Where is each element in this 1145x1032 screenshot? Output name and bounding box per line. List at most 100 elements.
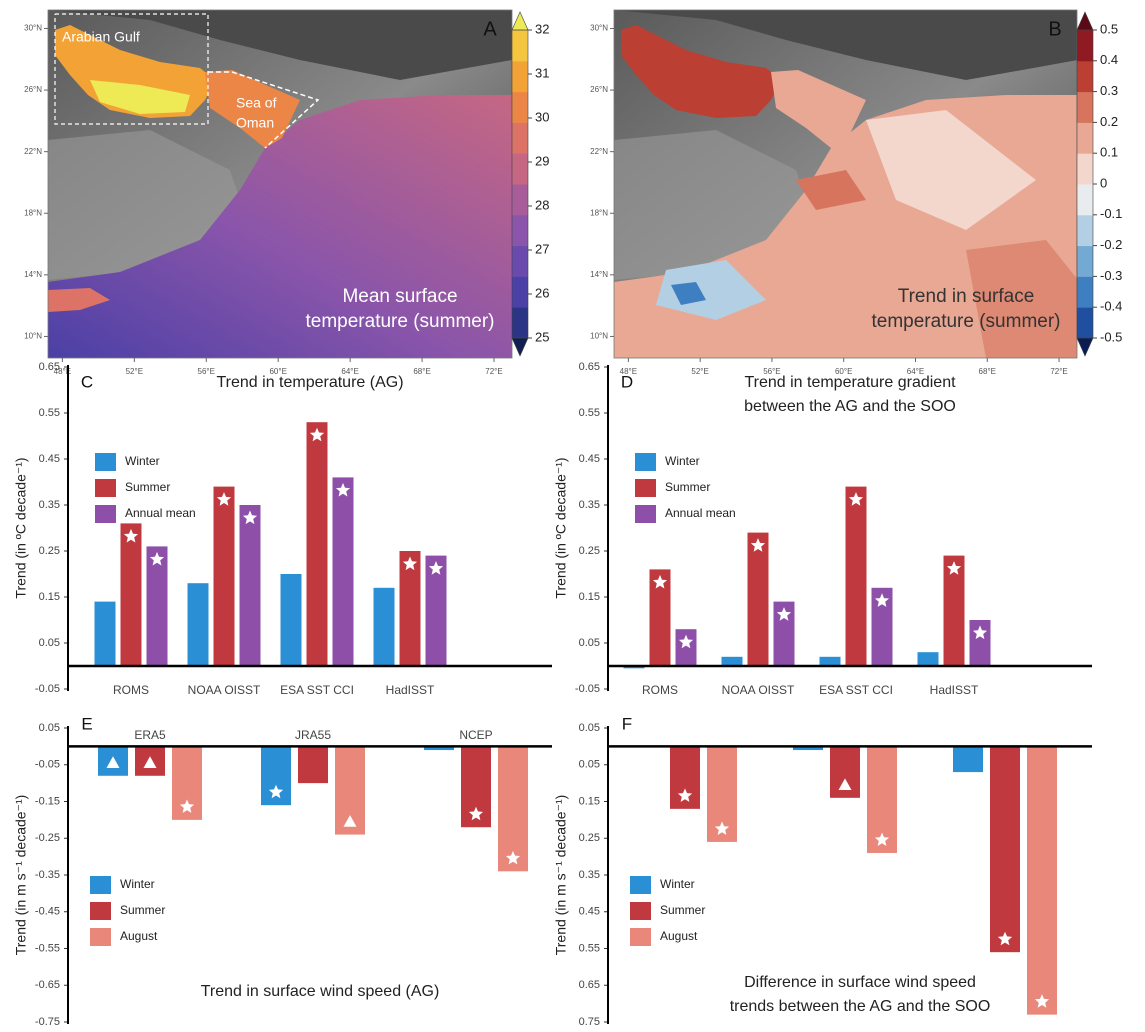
bar	[670, 746, 700, 808]
y-tick-label: 0.75	[579, 1016, 600, 1028]
y-axis-label: Trend (in ºC decade⁻¹)	[553, 457, 569, 598]
y-tick-label: 0.35	[579, 869, 600, 881]
y-tick-label: 0.05	[579, 759, 600, 771]
y-tick-label: 26°N	[590, 85, 608, 94]
y-tick-label: 14°N	[590, 270, 608, 279]
legend-swatch	[630, 902, 651, 920]
colorbar-segment	[512, 215, 528, 246]
colorbar-tick-label: -0.1	[1100, 206, 1122, 221]
figure: Arabian GulfSea ofOmanMean surfacetemper…	[0, 0, 1145, 1032]
y-tick-label: 0.65	[39, 361, 60, 373]
bar	[953, 746, 983, 772]
panel-label: A	[483, 18, 497, 40]
bar	[1027, 746, 1057, 1014]
y-tick-label: -0.15	[35, 795, 60, 807]
y-tick-label: 30°N	[24, 24, 42, 33]
y-tick-label: 0.35	[39, 499, 60, 511]
y-tick-label: -0.35	[35, 869, 60, 881]
y-tick-label: 18°N	[590, 208, 608, 217]
chart-title: Trend in temperature (AG)	[216, 374, 403, 391]
map-annotation: temperature (summer)	[306, 311, 495, 332]
y-tick-label: 0.05	[579, 722, 600, 734]
y-tick-label: -0.05	[35, 759, 60, 771]
colorbar-segment	[1077, 92, 1093, 123]
colorbar-tick-label: 0.1	[1100, 145, 1118, 160]
colorbar-tick-label: 32	[535, 21, 549, 36]
y-tick-label: -0.45	[35, 906, 60, 918]
colorbar-tick-label: 0.2	[1100, 114, 1118, 129]
x-tick-label: NCEP	[459, 728, 492, 742]
colorbar-tick-label: 0.5	[1100, 21, 1118, 36]
panel-label: F	[622, 714, 632, 733]
bar	[846, 487, 867, 666]
y-tick-label: 0.15	[579, 795, 600, 807]
colorbar-segment	[512, 153, 528, 184]
colorbar-segment	[512, 276, 528, 307]
y-tick-label: 26°N	[24, 85, 42, 94]
colorbar-tick-label: 31	[535, 65, 549, 80]
y-tick-label: 0.55	[39, 407, 60, 419]
legend-swatch	[90, 928, 111, 946]
map-annotation: Trend in surface	[898, 286, 1035, 307]
legend-label: Winter	[665, 454, 700, 468]
y-tick-label: 0.15	[39, 591, 60, 603]
y-tick-label: 22°N	[590, 147, 608, 156]
bar	[426, 556, 447, 666]
colorbar-segment	[1077, 215, 1093, 246]
legend-label: August	[660, 929, 698, 943]
y-tick-label: 0.45	[579, 906, 600, 918]
y-tick-label: 0.45	[579, 453, 600, 465]
colorbar-extend	[1077, 338, 1093, 356]
legend-swatch	[630, 928, 651, 946]
x-tick-label: HadISST	[930, 683, 979, 697]
x-tick-label: 52°E	[126, 367, 143, 376]
y-tick-label: 10°N	[24, 332, 42, 341]
legend-swatch	[635, 453, 656, 471]
bar	[147, 546, 168, 666]
y-tick-label: 0.65	[579, 361, 600, 373]
colorbar-tick-label: 29	[535, 153, 549, 168]
colorbar-segment	[1077, 184, 1093, 215]
bar	[214, 487, 235, 666]
colorbar-segment	[512, 61, 528, 92]
chart-title: Trend in temperature gradient	[744, 374, 956, 391]
map-annotation: Oman	[236, 115, 274, 131]
y-tick-label: 0.25	[579, 832, 600, 844]
colorbar-tick-label: 26	[535, 285, 549, 300]
colorbar-segment	[1077, 122, 1093, 153]
colorbar-tick-label: 25	[535, 329, 549, 344]
y-tick-label: 30°N	[590, 24, 608, 33]
x-tick-label: ESA SST CCI	[280, 683, 354, 697]
panel-label: D	[621, 372, 633, 391]
colorbar-segment	[512, 246, 528, 277]
y-tick-label: 22°N	[24, 147, 42, 156]
x-tick-label: 72°E	[1050, 367, 1067, 376]
y-tick-label: 0.25	[579, 545, 600, 557]
bar	[944, 556, 965, 666]
colorbar-tick-label: -0.2	[1100, 237, 1122, 252]
page: Arabian GulfSea ofOmanMean surfacetemper…	[0, 0, 1145, 1032]
map-annotation: Arabian Gulf	[62, 29, 140, 45]
y-tick-label: -0.65	[35, 979, 60, 991]
y-tick-label: 10°N	[590, 332, 608, 341]
colorbar-tick-label: 0.4	[1100, 52, 1118, 67]
legend-label: August	[120, 929, 158, 943]
bar	[307, 422, 328, 666]
panel-label: E	[81, 714, 92, 733]
colorbar-segment	[1077, 276, 1093, 307]
colorbar-tick-label: 0	[1100, 175, 1107, 190]
y-tick-label: 14°N	[24, 270, 42, 279]
bar	[121, 523, 142, 666]
chart-title: between the AG and the SOO	[744, 398, 956, 415]
legend-label: Winter	[125, 454, 160, 468]
colorbar-tick-label: 0.3	[1100, 83, 1118, 98]
legend-swatch	[95, 453, 116, 471]
bar	[400, 551, 421, 666]
y-tick-label: -0.75	[35, 1016, 60, 1028]
legend-label: Summer	[660, 903, 705, 917]
x-tick-label: ERA5	[134, 728, 166, 742]
bar	[820, 657, 841, 666]
y-tick-label: 18°N	[24, 208, 42, 217]
colorbar-segment	[512, 122, 528, 153]
y-tick-label: -0.55	[35, 942, 60, 954]
